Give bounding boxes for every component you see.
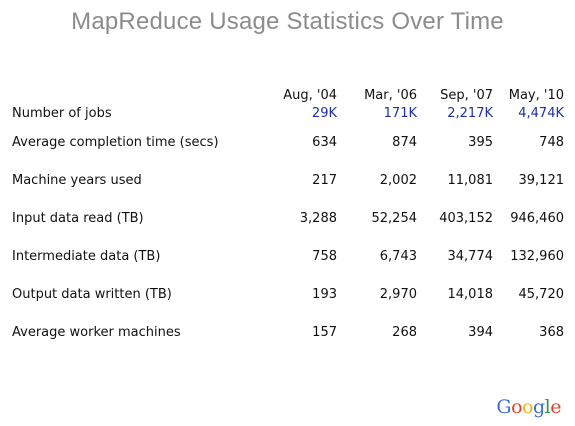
table-row: Average completion time (secs) 634 874 3… xyxy=(12,134,564,172)
table-row: Input data read (TB) 3,288 52,254 403,15… xyxy=(12,210,564,248)
table-cell: 171K xyxy=(383,106,417,121)
row-label: Average worker machines xyxy=(12,325,181,340)
table-cell: 368 xyxy=(539,325,564,340)
slide-title: MapReduce Usage Statistics Over Time xyxy=(71,8,504,35)
table-cell: 6,743 xyxy=(379,249,417,264)
table-cell: 193 xyxy=(312,287,337,302)
table-cell: 758 xyxy=(312,249,337,264)
table-cell: 4,474K xyxy=(518,106,564,121)
table-row: Output data written (TB) 193 2,970 14,01… xyxy=(12,286,564,324)
table-cell: 2,217K xyxy=(447,106,493,121)
table-cell: 29K xyxy=(311,106,337,121)
table-cell: 132,960 xyxy=(510,249,564,264)
table-cell: 634 xyxy=(312,135,337,150)
table-cell: 2,002 xyxy=(379,173,417,188)
table-cell: 34,774 xyxy=(447,249,494,264)
column-header: May, '10 xyxy=(508,88,564,103)
column-header: Sep, '07 xyxy=(440,88,493,103)
table-cell: 748 xyxy=(539,135,564,150)
logo-letter: G xyxy=(496,396,512,418)
table-cell: 157 xyxy=(312,325,337,340)
table-cell: 403,152 xyxy=(439,211,493,226)
table-cell: 45,720 xyxy=(518,287,565,302)
row-label: Intermediate data (TB) xyxy=(12,249,161,264)
column-header: Aug, '04 xyxy=(283,88,337,103)
table-cell: 217 xyxy=(312,173,337,188)
table-row: Average worker machines 157 268 394 368 xyxy=(12,324,564,362)
table-cell: 3,288 xyxy=(299,211,337,226)
table-cell: 946,460 xyxy=(510,211,564,226)
row-label: Machine years used xyxy=(12,173,142,188)
table-cell: 11,081 xyxy=(447,173,494,188)
usage-statistics-table: Aug, '04 Mar, '06 Sep, '07 May, '10 Numb… xyxy=(12,83,564,362)
table-row: Intermediate data (TB) 758 6,743 34,774 … xyxy=(12,248,564,286)
logo-letter: o xyxy=(511,396,523,418)
logo-letter: o xyxy=(522,396,533,418)
table-cell: 39,121 xyxy=(518,173,565,188)
logo-letter: e xyxy=(550,396,561,418)
table-row: Machine years used 217 2,002 11,081 39,1… xyxy=(12,172,564,210)
table-cell: 2,970 xyxy=(379,287,417,302)
row-label: Average completion time (secs) xyxy=(12,135,219,150)
logo-letter: l xyxy=(544,396,551,418)
table-row: Number of jobs 29K 171K 2,217K 4,474K xyxy=(12,103,564,134)
table-cell: 874 xyxy=(392,135,417,150)
header-empty-cell xyxy=(12,83,262,103)
table-cell: 268 xyxy=(392,325,417,340)
logo-letter: g xyxy=(533,396,545,418)
row-label: Output data written (TB) xyxy=(12,287,172,302)
row-label: Number of jobs xyxy=(12,106,112,121)
table-header-row: Aug, '04 Mar, '06 Sep, '07 May, '10 xyxy=(12,83,564,103)
google-logo: Google xyxy=(496,396,561,418)
table-cell: 395 xyxy=(468,135,493,150)
table-cell: 52,254 xyxy=(371,211,418,226)
column-header: Mar, '06 xyxy=(364,88,417,103)
table-cell: 14,018 xyxy=(447,287,494,302)
row-label: Input data read (TB) xyxy=(12,211,144,226)
table-cell: 394 xyxy=(468,325,493,340)
